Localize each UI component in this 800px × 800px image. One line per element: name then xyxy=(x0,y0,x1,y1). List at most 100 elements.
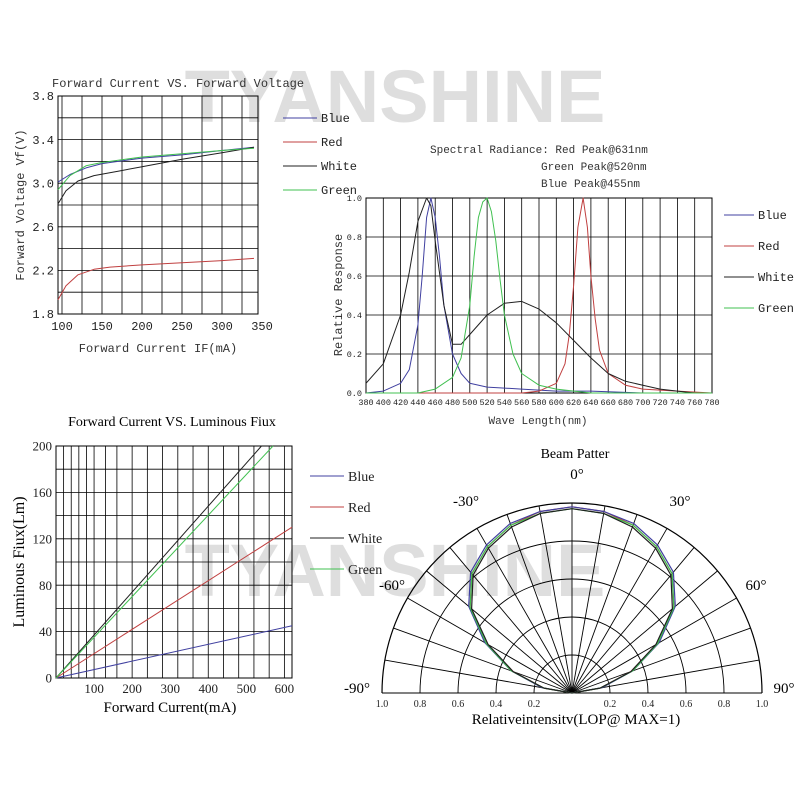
x-tick-label: 100 xyxy=(84,681,104,696)
legend-label-red: Red xyxy=(348,501,371,516)
angle-label: 0° xyxy=(570,467,584,483)
legend-label-red: Red xyxy=(758,240,780,254)
y-tick-label: 3.8 xyxy=(32,90,54,104)
grid xyxy=(366,198,712,393)
chart-luminous-flux: 100 200 300 400 500 600 0 40 80 120 160 200 Forward… xyxy=(11,415,382,716)
x-tick-label: 250 xyxy=(171,320,193,334)
grid xyxy=(56,446,292,678)
y-tick-label: 40 xyxy=(39,624,52,639)
x-tick-label: 380 xyxy=(358,398,373,408)
watermark-bottom: TYANSHINE xyxy=(185,529,606,612)
polar-spoke xyxy=(506,514,573,694)
radial-label-right: 0.4 xyxy=(642,699,655,710)
chart-spectral-radiance: 380 400 420 440 460 480 500 520 540 560 580 600 620 6… xyxy=(332,145,794,428)
radial-label-left: 0.8 xyxy=(414,699,427,710)
x-tick-label: 460 xyxy=(428,398,443,408)
x-tick-label: 350 xyxy=(251,320,273,334)
y-tick-label: 120 xyxy=(33,531,53,546)
series-line-blue xyxy=(468,506,676,694)
legend-label-white: White xyxy=(758,271,794,285)
series-lines xyxy=(365,197,713,394)
series-lines xyxy=(468,506,676,694)
angle-label: -90° xyxy=(344,681,370,697)
series-line-red xyxy=(57,257,255,301)
series-line-green xyxy=(55,445,274,679)
legend-label-blue: Blue xyxy=(321,112,350,126)
x-tick-label: 580 xyxy=(531,398,546,408)
x-tick-label: 700 xyxy=(635,398,650,408)
series-lines xyxy=(55,445,293,679)
y-tick-label: 3.4 xyxy=(32,134,54,148)
annotation-green-peak: Green Peak@520nm xyxy=(541,162,647,174)
radial-label-left: 1.0 xyxy=(376,699,389,710)
plot-frame xyxy=(365,197,713,394)
angle-label: 90° xyxy=(774,681,795,697)
x-tick-label: 300 xyxy=(211,320,233,334)
x-tick-label: 660 xyxy=(601,398,616,408)
x-tick-label: 540 xyxy=(497,398,512,408)
x-tick-label: 740 xyxy=(670,398,685,408)
x-tick-label: 200 xyxy=(122,681,142,696)
y-tick-label: 200 xyxy=(33,439,53,454)
chart-title: Forward Current VS. Luminous Fiux xyxy=(68,415,276,430)
x-tick-label: 500 xyxy=(462,398,477,408)
series-line-green xyxy=(366,197,712,394)
chart-title: Beam Patter xyxy=(541,447,610,462)
x-tick-label: 480 xyxy=(445,398,460,408)
series-line-white xyxy=(57,146,255,205)
polar-spoke xyxy=(476,528,573,694)
x-tick-label: 500 xyxy=(237,681,257,696)
legend-label-blue: Blue xyxy=(348,470,374,485)
chart-title: Forward Current VS. Forward Voltage xyxy=(52,77,304,91)
polar-spoke xyxy=(571,505,606,694)
angle-label: -30° xyxy=(453,494,479,510)
series-line-red xyxy=(366,197,713,394)
legend-label-white: White xyxy=(348,532,382,547)
y-tick-label: 1.0 xyxy=(347,194,362,204)
plot-frame xyxy=(57,95,259,315)
x-axis-label: Forward Current IF(mA) xyxy=(79,342,237,356)
series-line-white xyxy=(365,197,712,394)
series-line-white xyxy=(471,508,674,694)
radial-label-left: 0.4 xyxy=(490,699,503,710)
legend: Blue Red White Green xyxy=(283,112,357,198)
x-tick-label: 780 xyxy=(704,398,719,408)
legend-label-green: Green xyxy=(758,302,794,316)
y-axis-label: Relative Response xyxy=(332,234,346,356)
x-tick-label: 560 xyxy=(514,398,529,408)
legend-label-red: Red xyxy=(321,136,343,150)
x-tick-label: 600 xyxy=(275,681,295,696)
radial-label-right: 0.8 xyxy=(718,699,731,710)
polar-spoke xyxy=(538,505,573,694)
tick-labels: 100 150 200 250 300 350 1.8 2.2 2.6 3.0 3.4 3.8 xyxy=(32,90,272,334)
y-tick-label: 0.0 xyxy=(347,389,362,399)
y-tick-label: 1.8 xyxy=(32,308,54,322)
tick-labels: 100 200 300 400 500 600 0 40 80 120 160 200 xyxy=(33,439,295,696)
series-line-red xyxy=(55,526,293,679)
grid xyxy=(58,96,258,314)
polar-spoke xyxy=(393,627,573,694)
y-axis-label: Forward Voltage Vf(V) xyxy=(14,129,28,280)
series-line-blue xyxy=(55,625,293,679)
series-line-green xyxy=(57,147,255,191)
x-tick-label: 420 xyxy=(393,398,408,408)
x-tick-label: 680 xyxy=(618,398,633,408)
radial-label-right: 1.0 xyxy=(756,699,769,710)
y-tick-label: 0.6 xyxy=(347,272,362,282)
y-tick-label: 3.0 xyxy=(32,177,54,191)
series-lines xyxy=(57,146,255,301)
polar-spoke xyxy=(571,627,751,694)
y-tick-label: 2.2 xyxy=(32,265,54,279)
angle-label: 60° xyxy=(746,578,767,594)
polar-spoke xyxy=(571,528,668,694)
y-axis-label: Luminous Fiux(Lm) xyxy=(11,496,28,627)
polar-spoke xyxy=(571,570,718,694)
y-tick-label: 0.8 xyxy=(347,233,362,243)
x-axis-label: Relativeintensitv(LOP@ MAX=1) xyxy=(472,712,681,728)
legend-label-white: White xyxy=(321,160,357,174)
angle-label: 30° xyxy=(670,494,691,510)
x-tick-label: 200 xyxy=(131,320,153,334)
x-tick-label: 300 xyxy=(160,681,180,696)
